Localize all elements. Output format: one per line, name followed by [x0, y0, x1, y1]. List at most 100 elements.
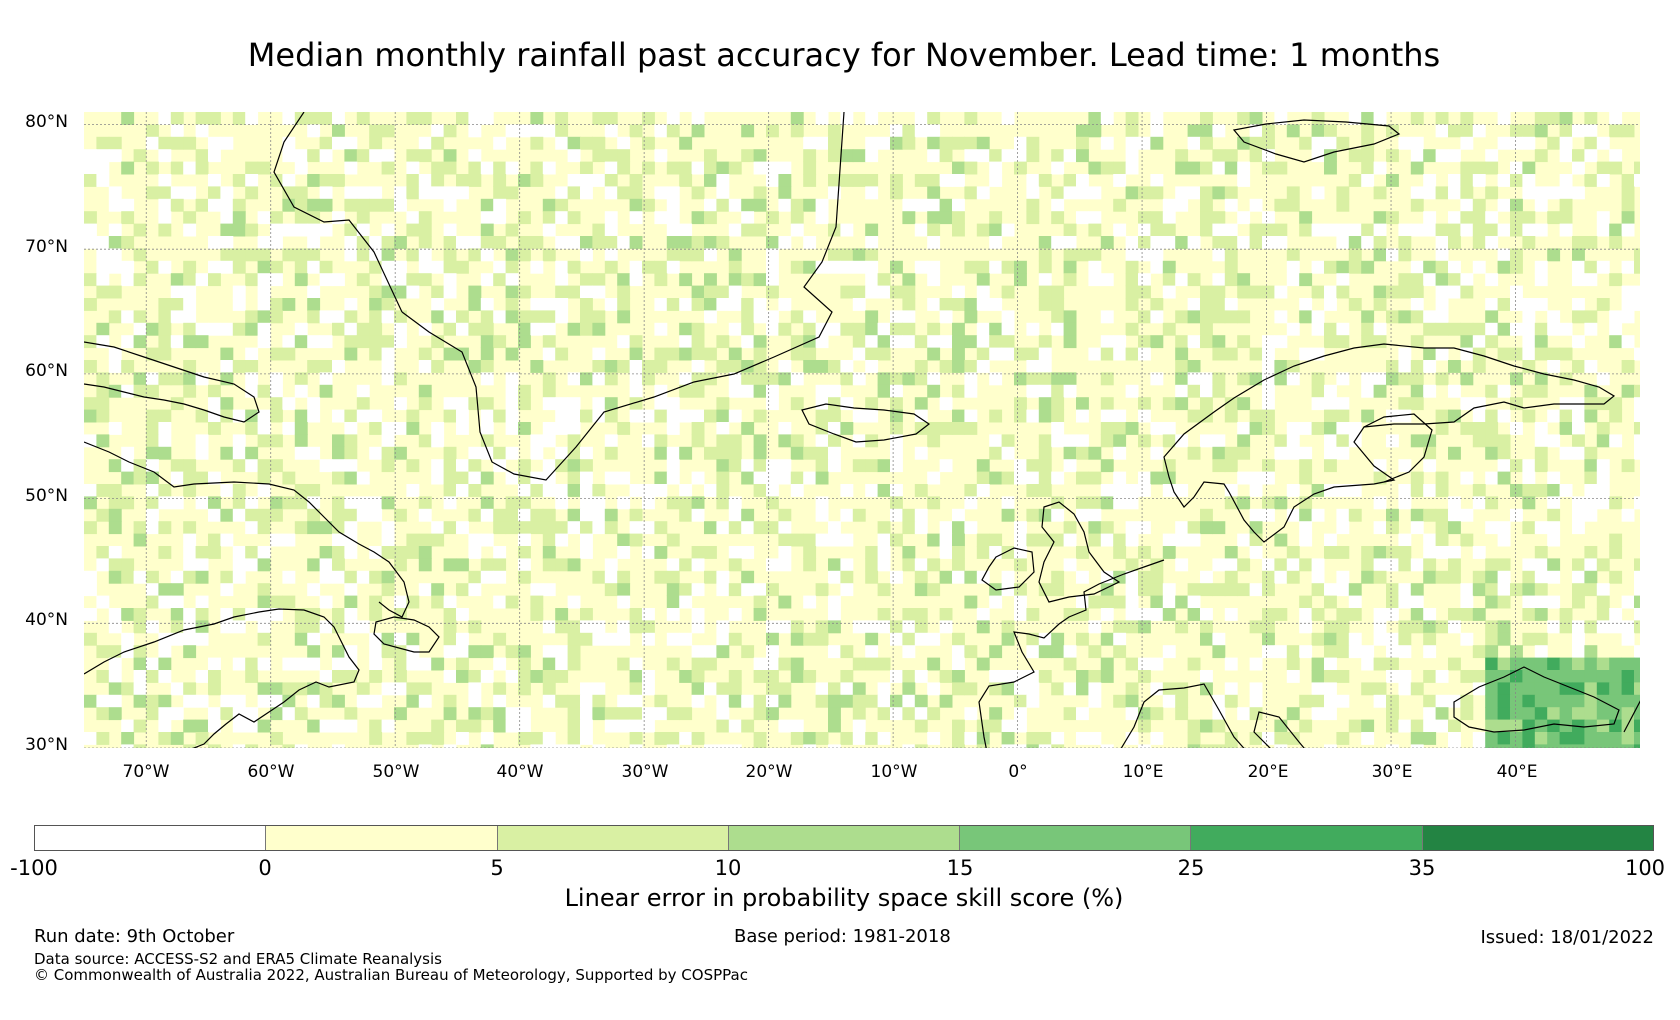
skill-cell	[1311, 707, 1325, 721]
skill-cell	[1336, 670, 1350, 683]
skill-cell	[270, 608, 283, 621]
skill-cell	[468, 248, 482, 262]
skill-cell	[716, 682, 730, 696]
skill-cell	[1125, 298, 1139, 311]
skill-cell	[84, 174, 97, 187]
coastline-scandinavia	[1163, 343, 1616, 543]
skill-cell	[1534, 707, 1548, 721]
skill-cell	[1348, 260, 1362, 274]
skill-cell	[542, 645, 556, 659]
issued-date: Issued: 18/01/2022	[1480, 927, 1654, 948]
skill-cell	[592, 620, 606, 634]
skill-cell	[369, 670, 383, 683]
skill-cell	[84, 583, 97, 597]
skill-cell	[666, 397, 680, 411]
skill-cell	[766, 310, 779, 324]
skill-cell	[96, 558, 110, 572]
skill-cell	[1187, 236, 1201, 249]
skill-cell	[1373, 186, 1387, 200]
skill-cell	[1299, 496, 1313, 510]
skill-cell	[815, 335, 829, 349]
skill-cell	[1125, 620, 1139, 634]
skill-cell	[1596, 620, 1610, 634]
skill-cell	[1088, 446, 1102, 460]
skill-cell	[332, 273, 345, 287]
skill-cell	[1510, 508, 1523, 522]
skill-cell	[158, 211, 172, 225]
skill-cell	[1547, 694, 1561, 708]
skill-cell	[1472, 409, 1486, 423]
skill-cell	[270, 384, 283, 398]
skill-cell	[1485, 732, 1499, 745]
skill-cell	[741, 694, 755, 708]
skill-cell	[158, 409, 172, 423]
skill-cell	[1435, 347, 1449, 361]
skill-cell	[1609, 434, 1623, 448]
skill-cell	[245, 459, 259, 473]
skill-cell	[604, 161, 618, 175]
skill-cell	[790, 484, 804, 497]
skill-cell	[1336, 732, 1350, 745]
skill-cell	[1361, 335, 1375, 349]
skill-cell	[753, 707, 767, 721]
skill-cell	[989, 161, 1003, 175]
map-panel[interactable]	[84, 112, 1640, 748]
skill-cell	[1510, 322, 1523, 336]
skill-cell	[1324, 645, 1337, 659]
skill-cell	[133, 657, 147, 671]
skill-cell	[158, 446, 172, 460]
skill-cell	[1485, 632, 1499, 646]
skill-cell	[418, 174, 432, 187]
skill-cell	[642, 496, 655, 510]
skill-cell	[902, 608, 916, 621]
skill-cell	[1572, 310, 1585, 324]
skill-cell	[1150, 136, 1164, 150]
skill-cell	[307, 446, 321, 460]
skill-cell	[890, 670, 903, 683]
skill-cell	[418, 260, 432, 274]
skill-cell	[1460, 347, 1474, 361]
skill-cell	[1212, 719, 1226, 733]
skill-cell	[654, 211, 668, 225]
skill-cell	[704, 198, 717, 212]
skill-cell	[505, 422, 519, 435]
skill-cell	[245, 174, 259, 187]
skill-cell	[394, 422, 407, 435]
skill-cell	[741, 583, 755, 597]
skill-cell	[1472, 260, 1486, 274]
skill-cell	[158, 112, 172, 125]
skill-cell	[1038, 236, 1052, 249]
skill-cell	[1076, 446, 1089, 460]
skill-cell	[1038, 645, 1052, 659]
skill-cell	[270, 508, 283, 522]
skill-cell	[1522, 236, 1536, 249]
skill-cell	[158, 521, 172, 535]
skill-cell	[1150, 707, 1164, 721]
skill-cell	[170, 161, 184, 175]
skill-cell	[1237, 558, 1251, 572]
skill-score-map[interactable]	[84, 112, 1640, 748]
skill-cell	[518, 124, 531, 138]
skill-cell	[580, 310, 593, 324]
skill-cell	[282, 347, 296, 361]
skill-cell	[989, 260, 1003, 274]
skill-cell	[480, 198, 494, 212]
skill-cell	[294, 657, 308, 671]
skill-cell	[840, 422, 854, 435]
skill-cell	[666, 496, 680, 510]
skill-cell	[319, 558, 333, 572]
skill-cell	[1175, 397, 1189, 411]
skill-cell	[1249, 471, 1263, 485]
skill-cell	[1026, 670, 1040, 683]
skill-cell	[294, 211, 308, 225]
skill-cell	[84, 360, 97, 373]
skill-cell	[344, 409, 358, 423]
skill-cell	[1634, 694, 1640, 708]
skill-cell	[1435, 298, 1449, 311]
skill-cell	[332, 645, 345, 659]
skill-cell	[555, 347, 569, 361]
skill-cell	[1311, 112, 1325, 125]
skill-cell	[319, 149, 333, 163]
skill-cell	[1212, 248, 1226, 262]
skill-cell	[183, 608, 197, 621]
